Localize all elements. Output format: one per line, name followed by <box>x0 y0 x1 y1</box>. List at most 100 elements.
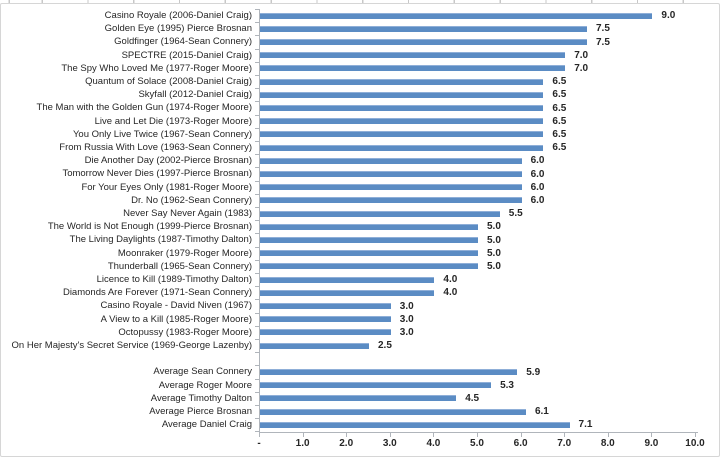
category-axis-tick <box>255 220 259 222</box>
value-axis-line <box>259 432 698 433</box>
category-axis-tick <box>255 154 259 156</box>
category-label: A View to a Kill (1985-Roger Moore) <box>100 313 252 325</box>
value-label: 5.9 <box>526 366 541 378</box>
rating-bar[interactable] <box>260 91 544 98</box>
category-label: SPECTRE (2015-Daniel Craig) <box>121 49 252 61</box>
category-axis-tick <box>255 207 259 208</box>
category-label: Average Daniel Craig <box>161 419 252 431</box>
category-label: Goldfinger (1964-Sean Connery) <box>114 36 252 48</box>
rating-bar[interactable] <box>260 276 435 283</box>
category-axis-tick <box>255 88 259 90</box>
category-axis-tick <box>255 114 259 116</box>
category-axis-tick <box>255 431 259 433</box>
rating-bar[interactable] <box>260 421 570 428</box>
category-axis-tick <box>255 391 259 393</box>
category-axis-tick <box>255 259 259 261</box>
category-label: Diamonds Are Forever (1971-Sean Connery) <box>62 287 252 299</box>
rating-bar[interactable] <box>260 78 544 85</box>
value-axis-tick-label: 7.0 <box>557 438 572 449</box>
value-label: 6.5 <box>552 89 567 101</box>
rating-bar[interactable] <box>260 105 544 111</box>
value-axis-tick <box>520 433 522 437</box>
rating-bar[interactable] <box>260 316 391 323</box>
value-axis-tick <box>477 433 478 437</box>
value-label: 6.5 <box>552 142 567 154</box>
value-axis-tick-label: - <box>257 438 261 449</box>
bond-movie-ratings-chart[interactable]: Casino Royale (2006-Daniel Craig) 9.0 Gold… <box>0 3 720 457</box>
value-label: 5.5 <box>508 208 523 220</box>
rating-bar[interactable] <box>260 144 544 151</box>
rating-bar[interactable] <box>260 369 518 375</box>
value-label: 9.0 <box>661 10 676 22</box>
value-axis-tick-label: 6.0 <box>513 438 528 449</box>
category-label: Casino Royale - David Niven (1967) <box>100 300 252 312</box>
rating-bar[interactable] <box>260 237 478 243</box>
value-label: 6.1 <box>534 406 549 418</box>
plot-area: Casino Royale (2006-Daniel Craig) 9.0 Gold… <box>1 4 719 456</box>
rating-bar[interactable] <box>260 223 478 230</box>
rating-bar[interactable] <box>260 65 566 72</box>
rating-bar[interactable] <box>260 408 526 415</box>
category-label: Dr. No (1962-Sean Connery) <box>131 194 252 206</box>
category-label: On Her Majesty's Secret Service (1969-Ge… <box>11 340 252 351</box>
rating-bar[interactable] <box>260 342 369 349</box>
value-axis-tick-label: 3.0 <box>382 438 397 449</box>
value-label: 6.5 <box>552 128 567 140</box>
category-axis-tick <box>255 352 259 354</box>
rating-bar[interactable] <box>260 171 522 177</box>
value-label: 6.5 <box>552 115 567 127</box>
category-axis-tick <box>255 101 259 103</box>
rating-bar[interactable] <box>260 157 522 164</box>
value-axis-tick <box>346 433 348 437</box>
category-label: The World is Not Enough (1999-Pierce Bro… <box>47 221 252 233</box>
value-label: 4.0 <box>443 274 458 286</box>
value-axis-tick-label: 8.0 <box>600 438 615 449</box>
category-label: Average Roger Moore <box>158 379 252 391</box>
category-axis-tick <box>255 233 259 235</box>
category-axis-tick <box>255 180 259 182</box>
rating-bar[interactable] <box>260 395 457 402</box>
category-label: Licence to Kill (1989-Timothy Dalton) <box>96 274 252 285</box>
value-axis-tick-label: 9.0 <box>644 438 659 449</box>
rating-bar[interactable] <box>260 197 522 204</box>
category-label: Average Sean Connery <box>153 366 252 378</box>
rating-bar[interactable] <box>260 12 653 19</box>
rating-bar[interactable] <box>260 289 435 296</box>
category-axis-tick <box>255 167 259 169</box>
value-axis-tick <box>607 433 609 437</box>
rating-bar[interactable] <box>260 303 391 309</box>
rating-bar[interactable] <box>260 52 566 59</box>
spreadsheet-column-gridline-stubs <box>0 0 720 3</box>
value-axis-tick-label: 1.0 <box>295 438 310 449</box>
rating-bar[interactable] <box>260 263 478 270</box>
rating-bar[interactable] <box>260 25 587 32</box>
rating-bar[interactable] <box>260 131 544 138</box>
category-label: Never Say Never Again (1983) <box>123 208 252 219</box>
category-label: Quantum of Solace (2008-Daniel Craig) <box>85 76 252 87</box>
category-label: Octopussy (1983-Roger Moore) <box>118 326 252 338</box>
category-label: The Man with the Golden Gun (1974-Roger … <box>36 102 252 114</box>
category-label: Moonraker (1979-Roger Moore) <box>117 247 252 259</box>
rating-bar[interactable] <box>260 250 478 257</box>
category-label: Thunderball (1965-Sean Connery) <box>107 260 252 272</box>
category-label: The Living Daylights (1987-Timothy Dalto… <box>69 234 252 246</box>
rating-bar[interactable] <box>260 210 500 217</box>
value-label: 5.3 <box>500 379 514 391</box>
rating-bar[interactable] <box>260 382 492 389</box>
value-axis-tick <box>389 433 391 437</box>
value-label: 6.0 <box>530 194 545 206</box>
value-label: 5.0 <box>487 260 501 272</box>
rating-bar[interactable] <box>260 39 587 45</box>
value-axis-tick-label: 2.0 <box>339 438 354 449</box>
category-axis-tick <box>255 378 259 380</box>
rating-bar[interactable] <box>260 118 544 125</box>
value-label: 7.0 <box>574 62 589 74</box>
rating-bar[interactable] <box>260 329 391 336</box>
value-axis-tick <box>433 433 435 437</box>
rating-bar[interactable] <box>260 184 522 191</box>
category-label: You Only Live Twice (1967-Sean Connery) <box>72 128 252 140</box>
category-axis-tick <box>255 22 259 24</box>
category-label: Die Another Day (2002-Pierce Brosnan) <box>84 155 252 167</box>
category-label: For Your Eyes Only (1981-Roger Moore) <box>81 181 252 193</box>
value-label: 6.5 <box>552 102 567 114</box>
